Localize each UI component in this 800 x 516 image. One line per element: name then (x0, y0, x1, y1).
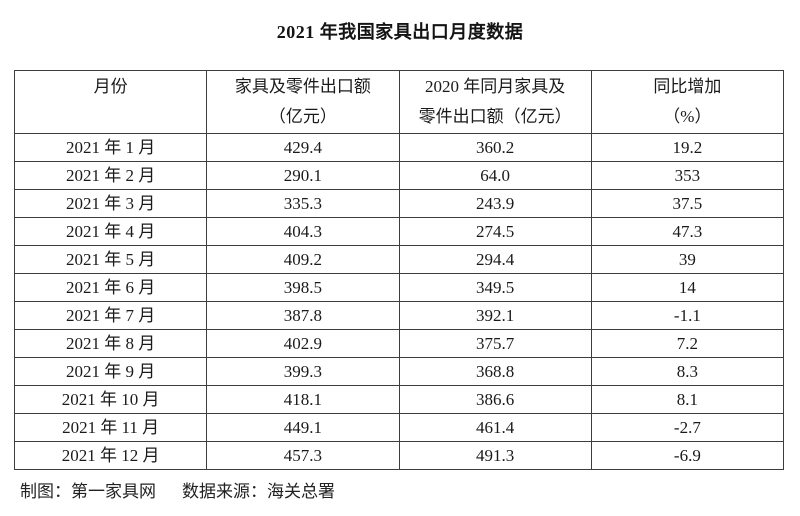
header-export-2021-line2: （亿元） (268, 107, 337, 126)
footer-credit-line: 制图：第一家具网 数据来源：海关总署 (20, 477, 800, 502)
page-title: 2021 年我国家具出口月度数据 (276, 22, 524, 42)
cell-yoy-change: -2.7 (590, 413, 785, 442)
table-row: 2021 年 10 月 418.1 386.6 8.1 (13, 385, 785, 414)
table-row: 2021 年 11 月 449.1 461.4 -2.7 (13, 413, 785, 442)
cell-export-2020: 274.5 (398, 217, 592, 246)
table-body: 2021 年 1 月 429.4 360.2 19.2 2021 年 2 月 2… (13, 133, 785, 470)
cell-yoy-change: 8.1 (590, 385, 785, 414)
cell-export-2021: 418.1 (206, 385, 400, 414)
cell-month: 2021 年 10 月 (13, 385, 208, 414)
header-month: 月份 (13, 70, 208, 134)
cell-export-2021: 449.1 (206, 413, 400, 442)
header-row: 月份 家具及零件出口额 （亿元） 2020 年同月家具及 零件出口额（亿元） 同… (13, 70, 785, 134)
table-row: 2021 年 2 月 290.1 64.0 353 (13, 161, 785, 190)
cell-month: 2021 年 12 月 (13, 441, 208, 470)
cell-yoy-change: 39 (590, 245, 785, 274)
export-data-table: 月份 家具及零件出口额 （亿元） 2020 年同月家具及 零件出口额（亿元） 同… (13, 70, 785, 470)
header-month-line2 (16, 102, 206, 132)
cell-export-2021: 290.1 (206, 161, 400, 190)
cell-month: 2021 年 11 月 (13, 413, 208, 442)
header-export-2020-line2: 零件出口额（亿元） (418, 107, 572, 126)
cell-month: 2021 年 5 月 (13, 245, 208, 274)
cell-export-2020: 294.4 (398, 245, 592, 274)
cell-month: 2021 年 2 月 (13, 161, 208, 190)
cell-yoy-change: 14 (590, 273, 785, 302)
cell-export-2020: 392.1 (398, 301, 592, 330)
table-row: 2021 年 8 月 402.9 375.7 7.2 (13, 329, 785, 358)
table-row: 2021 年 12 月 457.3 491.3 -6.9 (13, 441, 785, 470)
data-source-text: 数据来源：海关总署 (182, 482, 335, 501)
cell-yoy-change: -6.9 (590, 441, 785, 470)
cell-month: 2021 年 1 月 (13, 133, 208, 162)
cell-export-2021: 409.2 (206, 245, 400, 274)
cell-yoy-change: 19.2 (590, 133, 785, 162)
table-row: 2021 年 9 月 399.3 368.8 8.3 (13, 357, 785, 386)
cell-month: 2021 年 4 月 (13, 217, 208, 246)
cell-yoy-change: 353 (590, 161, 785, 190)
header-export-2020: 2020 年同月家具及 零件出口额（亿元） (398, 70, 592, 134)
cell-month: 2021 年 8 月 (13, 329, 208, 358)
table-row: 2021 年 4 月 404.3 274.5 47.3 (13, 217, 785, 246)
cell-export-2020: 461.4 (398, 413, 592, 442)
cell-export-2020: 349.5 (398, 273, 592, 302)
cell-month: 2021 年 7 月 (13, 301, 208, 330)
header-yoy-line1: 同比增加 (653, 77, 722, 96)
table-row: 2021 年 3 月 335.3 243.9 37.5 (13, 189, 785, 218)
cell-month: 2021 年 3 月 (13, 189, 208, 218)
cell-export-2021: 404.3 (206, 217, 400, 246)
cell-export-2020: 491.3 (398, 441, 592, 470)
cell-yoy-change: 37.5 (590, 189, 785, 218)
cell-export-2020: 64.0 (398, 161, 592, 190)
cell-export-2021: 429.4 (206, 133, 400, 162)
cell-export-2020: 368.8 (398, 357, 592, 386)
cell-month: 2021 年 9 月 (13, 357, 208, 386)
header-export-2020-line1: 2020 年同月家具及 (425, 77, 566, 96)
header-month-line1: 月份 (93, 77, 128, 96)
credit-text: 制图：第一家具网 (20, 482, 156, 501)
cell-export-2021: 399.3 (206, 357, 400, 386)
cell-export-2021: 335.3 (206, 189, 400, 218)
cell-export-2020: 386.6 (398, 385, 592, 414)
table-row: 2021 年 5 月 409.2 294.4 39 (13, 245, 785, 274)
header-export-2021: 家具及零件出口额 （亿元） (206, 70, 400, 134)
cell-export-2021: 398.5 (206, 273, 400, 302)
cell-yoy-change: 7.2 (590, 329, 785, 358)
cell-yoy-change: 8.3 (590, 357, 785, 386)
table-row: 2021 年 7 月 387.8 392.1 -1.1 (13, 301, 785, 330)
header-yoy-change: 同比增加 （%） (590, 70, 785, 134)
header-export-2021-line1: 家具及零件出口额 (234, 77, 371, 96)
table-row: 2021 年 6 月 398.5 349.5 14 (13, 273, 785, 302)
cell-export-2020: 243.9 (398, 189, 592, 218)
cell-export-2021: 402.9 (206, 329, 400, 358)
cell-export-2021: 387.8 (206, 301, 400, 330)
cell-yoy-change: -1.1 (590, 301, 785, 330)
cell-yoy-change: 47.3 (590, 217, 785, 246)
header-yoy-line2: （%） (663, 107, 712, 126)
cell-export-2020: 375.7 (398, 329, 592, 358)
cell-export-2020: 360.2 (398, 133, 592, 162)
table-header: 月份 家具及零件出口额 （亿元） 2020 年同月家具及 零件出口额（亿元） 同… (13, 70, 785, 134)
cell-month: 2021 年 6 月 (13, 273, 208, 302)
cell-export-2021: 457.3 (206, 441, 400, 470)
table-row: 2021 年 1 月 429.4 360.2 19.2 (13, 133, 785, 162)
